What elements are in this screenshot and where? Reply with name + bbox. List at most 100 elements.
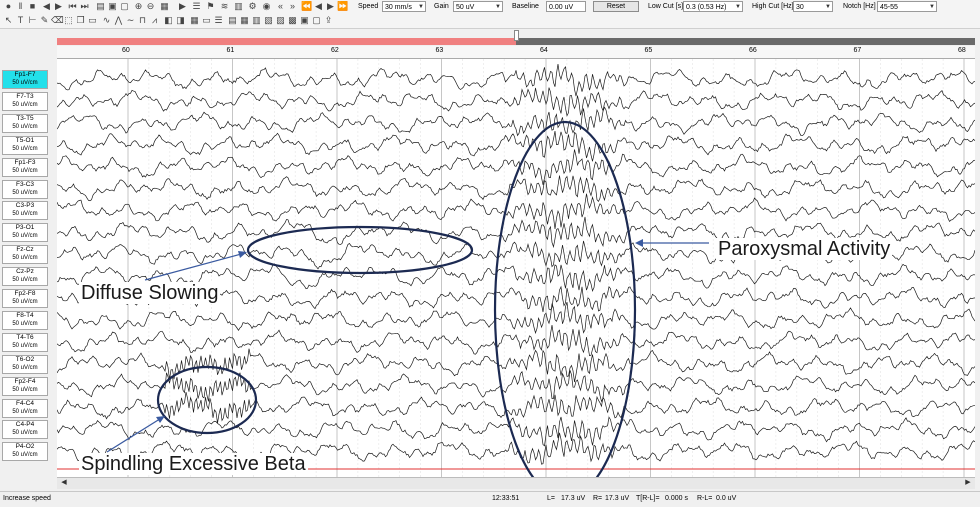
map-icon[interactable]: ▨ <box>276 15 285 25</box>
channel-label-fp2-f4[interactable]: Fp2-F4 50 uV/cm <box>2 376 48 396</box>
pause-icon[interactable]: ‖ <box>18 1 23 11</box>
spike-icon[interactable]: ⋀ <box>114 15 123 25</box>
horizontal-scrollbar[interactable]: ◀ ▶ <box>57 477 975 489</box>
open-folder-icon[interactable]: ▢ <box>120 1 129 11</box>
first-page-icon[interactable]: ⏪ <box>301 1 313 11</box>
notch-label: Notch [Hz] <box>843 3 876 10</box>
channel-label-t3-t5[interactable]: T3-T5 50 uV/cm <box>2 113 48 133</box>
cursor-icon[interactable]: ↖ <box>4 15 13 25</box>
skip-back-icon[interactable]: ⏮ <box>68 1 77 11</box>
histogram-icon[interactable]: ▧ <box>264 15 273 25</box>
time-tick-label: 64 <box>540 47 548 54</box>
channel-label-f7-t3[interactable]: F7-T3 50 uV/cm <box>2 91 48 111</box>
square-wave-icon[interactable]: ⊓ <box>138 15 147 25</box>
grid-icon[interactable]: ▦ <box>160 1 169 11</box>
recording-progress-bar[interactable] <box>57 30 975 45</box>
spectrum-icon[interactable]: ▥ <box>234 1 243 11</box>
channel-label-f4-c4[interactable]: F4-C4 50 uV/cm <box>2 398 48 418</box>
last-page-icon[interactable]: ⏩ <box>337 1 349 11</box>
notch-select[interactable]: 45-55 ▼ <box>877 1 937 12</box>
channel-scale: 50 uV/cm <box>12 101 38 108</box>
high-cut-select[interactable]: 30 ▼ <box>793 1 833 12</box>
channel-label-cz-pz[interactable]: Cz-Pz 50 uV/cm <box>2 267 48 287</box>
channel-label-c4-p4[interactable]: C4-P4 50 uV/cm <box>2 420 48 440</box>
color-icon[interactable]: ◧ <box>164 15 173 25</box>
palette-icon[interactable]: ◨ <box>176 15 185 25</box>
waveform-icon[interactable]: ∿ <box>102 15 111 25</box>
channel-label-t4-t6[interactable]: T4-T6 50 uV/cm <box>2 332 48 352</box>
channel-label-f8-t4[interactable]: F8-T4 50 uV/cm <box>2 310 48 330</box>
panel-icon[interactable]: ▤ <box>228 15 237 25</box>
channel-name: Fz-Cz <box>16 246 34 254</box>
channel-label-t5-o1[interactable]: T5-O1 50 uV/cm <box>2 135 48 155</box>
sawtooth-icon[interactable]: ⩘ <box>151 15 158 25</box>
channel-label-fp1-f7[interactable]: Fp1-F7 50 uV/cm <box>2 70 48 89</box>
speed-select[interactable]: 30 mm/s ▼ <box>382 1 426 12</box>
stop-icon[interactable]: ■ <box>29 1 36 11</box>
channel-label-p4-o2[interactable]: P4-O2 50 uV/cm <box>2 442 48 462</box>
channel-label-p3-o1[interactable]: P3-O1 50 uV/cm <box>2 223 48 243</box>
pen-icon[interactable]: ✎ <box>40 15 49 25</box>
filter-icon[interactable]: ≋ <box>220 1 229 11</box>
camera-icon[interactable]: ◉ <box>262 1 271 11</box>
save-icon[interactable]: ▣ <box>108 1 117 11</box>
table-icon[interactable]: ▦ <box>240 15 249 25</box>
list-icon[interactable]: ☰ <box>214 15 223 25</box>
eraser-icon[interactable]: ⌫ <box>51 15 64 25</box>
channel-scale: 50 uV/cm <box>12 430 38 437</box>
channel-label-fz-cz[interactable]: Fz-Cz 50 uV/cm <box>2 245 48 265</box>
channel-label-fp2-f8[interactable]: Fp2-F8 50 uV/cm <box>2 289 48 308</box>
speed-value: 30 mm/s <box>385 4 412 11</box>
prev-page-icon[interactable]: ◀ <box>315 1 322 11</box>
skip-forward-icon[interactable]: ⏭ <box>80 1 89 11</box>
low-cut-select[interactable]: 0.3 (0.53 Hz) ▼ <box>683 1 743 12</box>
eeg-plot-area[interactable] <box>56 59 976 500</box>
montage-icon[interactable]: ☰ <box>192 1 201 11</box>
window-icon[interactable]: ▭ <box>202 15 211 25</box>
marker-icon[interactable]: ⚑ <box>206 1 215 11</box>
settings-icon[interactable]: ⚙ <box>248 1 257 11</box>
record-icon[interactable]: ● <box>5 1 12 11</box>
ruler-icon[interactable]: ⊢ <box>28 15 37 25</box>
video-icon[interactable]: ▣ <box>300 15 309 25</box>
zoom-out-icon[interactable]: ⊖ <box>146 1 155 11</box>
recording-position-handle[interactable] <box>514 30 519 41</box>
print-icon[interactable]: ▤ <box>96 1 105 11</box>
toolbar: ● ‖ ■ ◀ ▶ ⏮ ⏭ ▤ ▣ ▢ ⊕ ⊖ ▦ ▶ ☰ ⚑ ≋ ▥ ⚙ ◉ … <box>0 0 980 29</box>
scroll-left-icon[interactable]: ◀ <box>61 479 67 486</box>
reset-button[interactable]: Reset <box>593 1 639 12</box>
channel-name: P4-O2 <box>15 443 35 451</box>
channel-scale: 50 uV/cm <box>12 277 38 284</box>
topography-icon[interactable]: ▩ <box>288 15 297 25</box>
copy-icon[interactable]: ❐ <box>76 15 85 25</box>
gain-select[interactable]: 50 uV ▼ <box>453 1 503 12</box>
page-forward-icon[interactable]: » <box>289 1 295 11</box>
channel-label-f3-c3[interactable]: F3-C3 50 uV/cm <box>2 179 48 199</box>
eeg-trace-f3-c3 <box>56 175 976 203</box>
baseline-input[interactable]: 0.00 uV <box>546 1 586 12</box>
page-back-icon[interactable]: « <box>277 1 283 11</box>
channel-label-t6-o2[interactable]: T6-O2 50 uV/cm <box>2 354 48 374</box>
channel-label-c3-p3[interactable]: C3-P3 50 uV/cm <box>2 201 48 221</box>
paste-icon[interactable]: ▭ <box>88 15 97 25</box>
play-icon[interactable]: ▶ <box>179 1 186 11</box>
text-icon[interactable]: T <box>17 15 24 25</box>
layout-icon[interactable]: ▦ <box>190 15 199 25</box>
rewind-icon[interactable]: ◀ <box>43 1 50 11</box>
speed-label: Speed <box>358 3 379 10</box>
channel-scale: 50 uV/cm <box>12 211 38 218</box>
channel-scale: 50 uV/cm <box>12 452 38 459</box>
next-page-icon[interactable]: ▶ <box>327 1 334 11</box>
select-area-icon[interactable]: ⬚ <box>64 15 73 25</box>
sine-icon[interactable]: ∼ <box>126 15 135 25</box>
export-icon[interactable]: ⇪ <box>324 15 333 25</box>
time-tick-label: 66 <box>749 47 757 54</box>
chart-icon[interactable]: ▥ <box>252 15 261 25</box>
right-cursor-label: R= <box>593 495 603 502</box>
scroll-right-icon[interactable]: ▶ <box>965 479 971 486</box>
fast-forward-icon[interactable]: ▶ <box>55 1 62 11</box>
channel-label-fp1-f3[interactable]: Fp1-F3 50 uV/cm <box>2 157 48 177</box>
report-icon[interactable]: ▢ <box>312 15 321 25</box>
zoom-in-icon[interactable]: ⊕ <box>134 1 143 11</box>
amplitude-diff-value: 0.0 uV <box>716 495 737 502</box>
